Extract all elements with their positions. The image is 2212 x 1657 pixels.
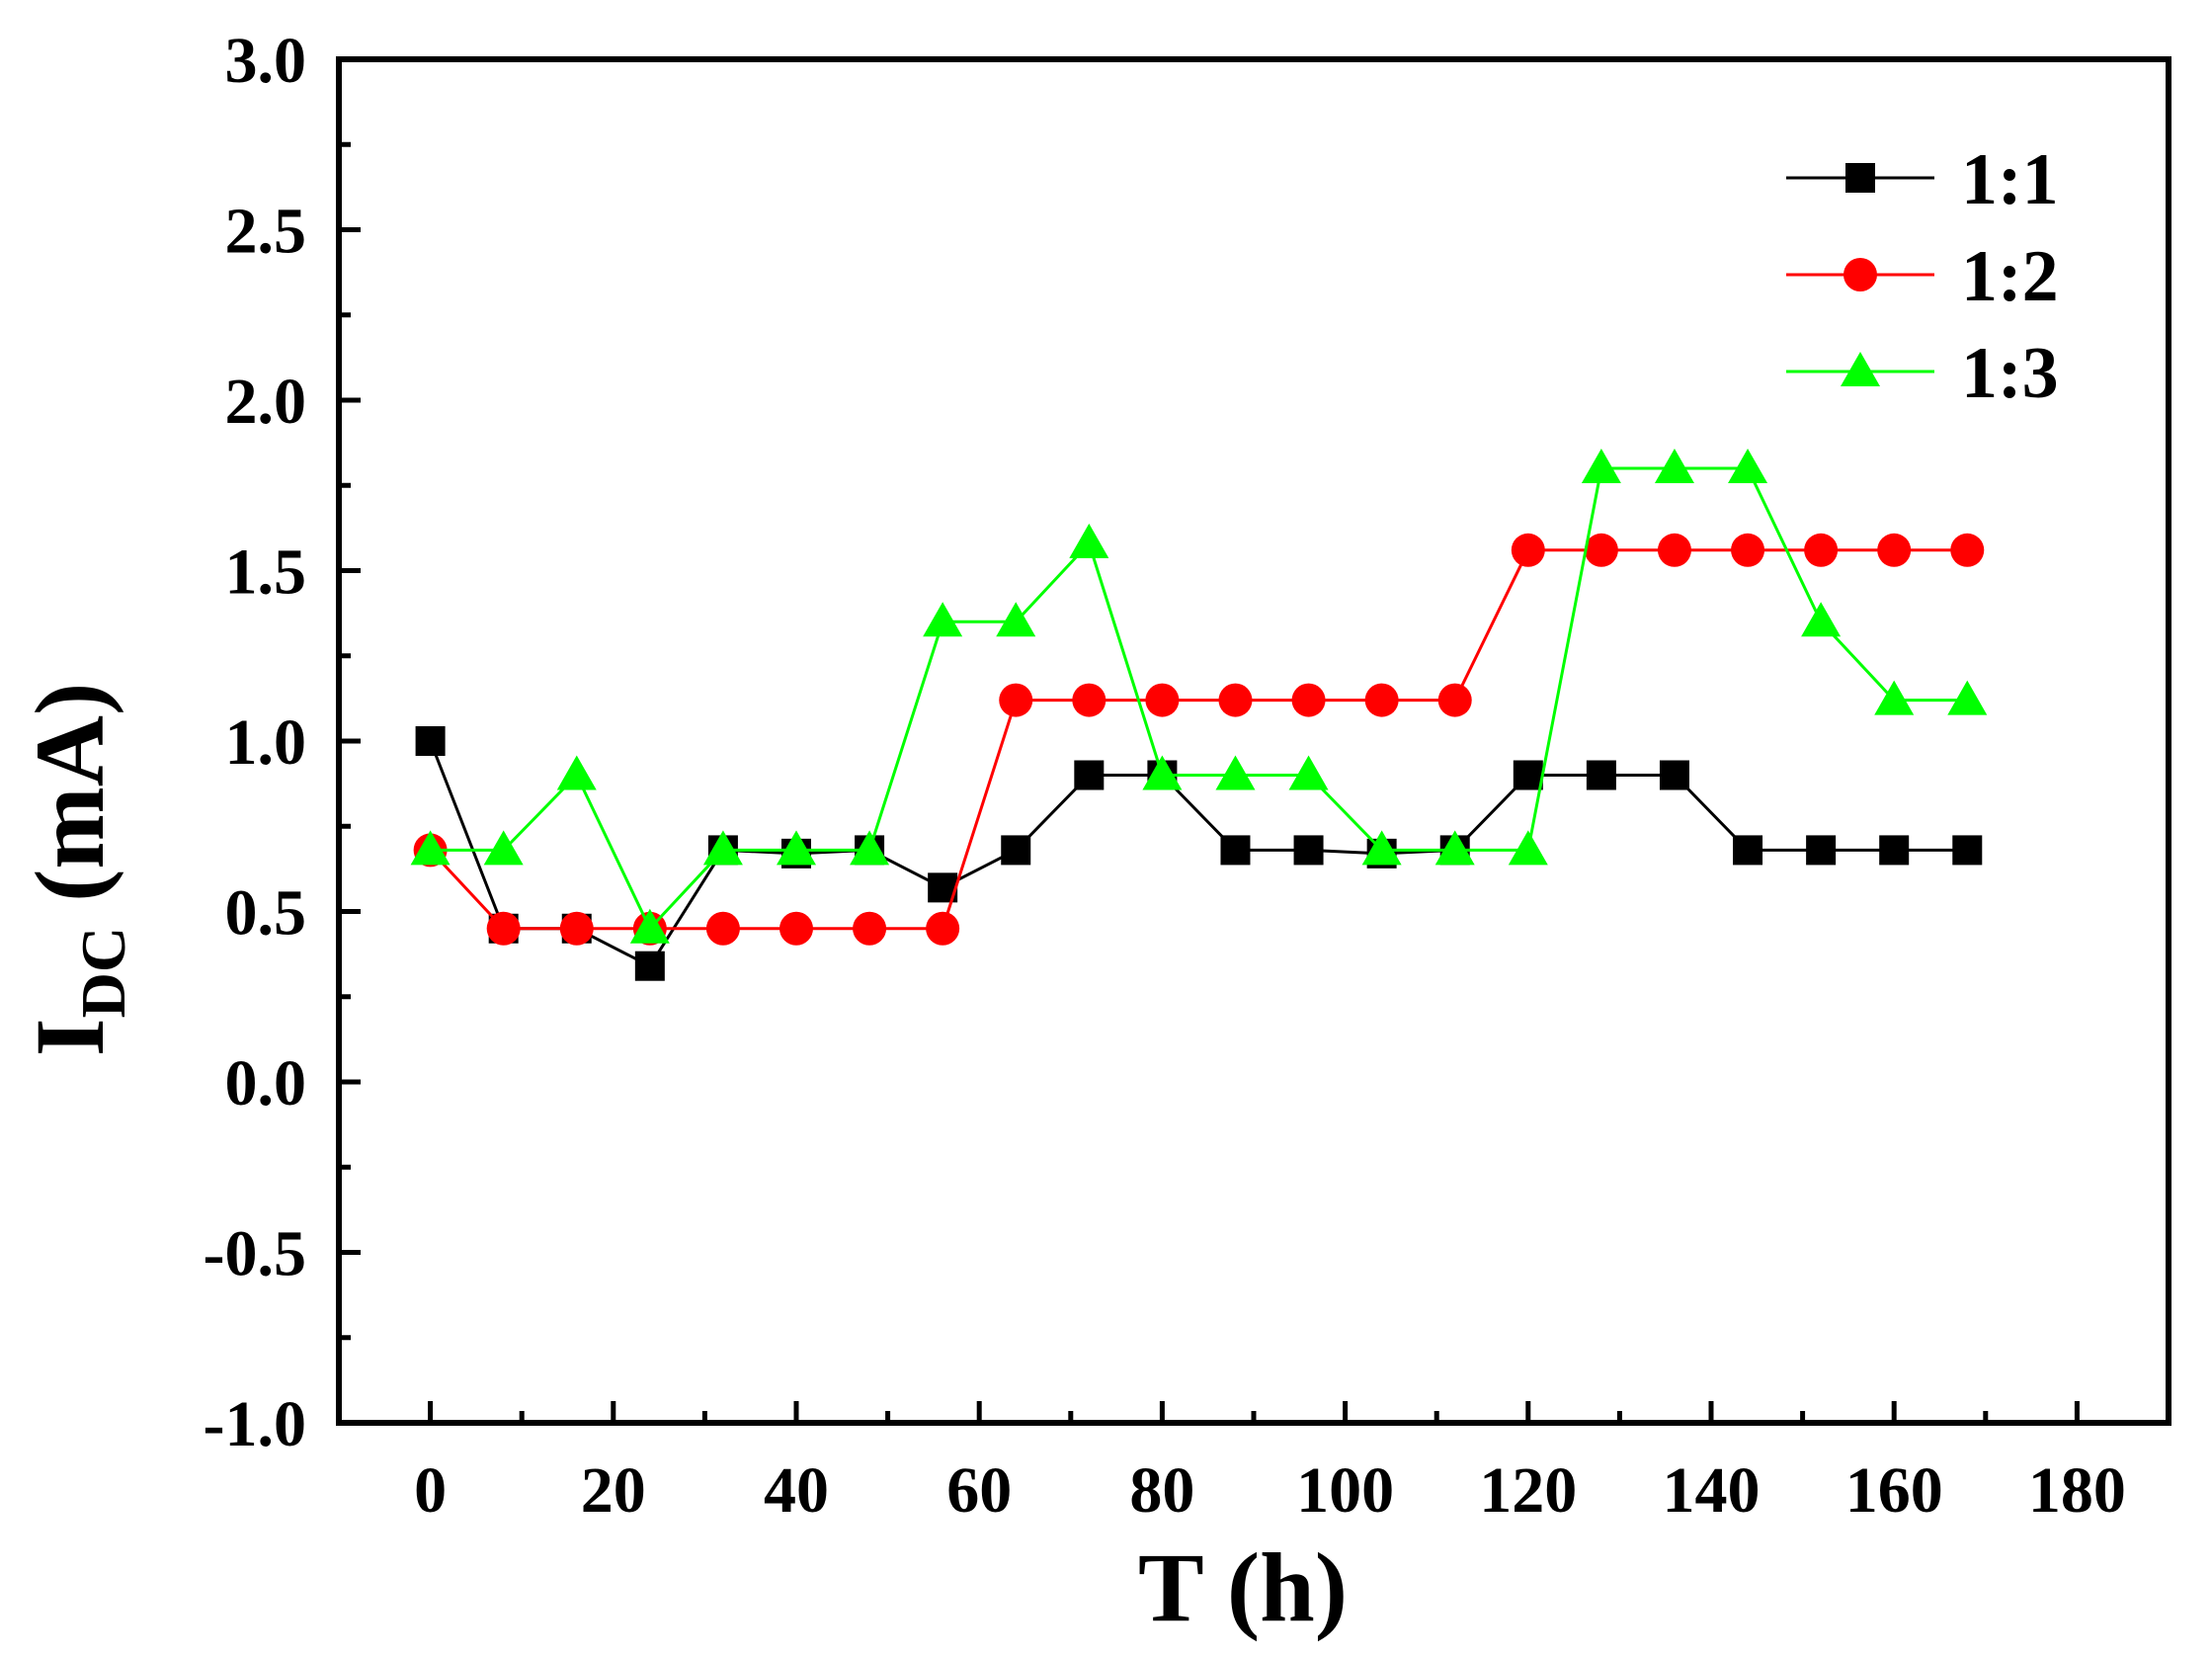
legend-label: 1:1 <box>1961 139 2059 220</box>
data-point <box>1657 533 1691 567</box>
y-axis-title: IDC (mA) <box>15 683 138 1056</box>
legend-item: 1:1 <box>1786 139 2059 220</box>
data-point <box>1508 830 1548 866</box>
data-point <box>926 911 960 946</box>
x-tick-label: 160 <box>1845 1454 1943 1527</box>
data-point <box>486 911 521 946</box>
legend-label: 1:2 <box>1961 236 2059 317</box>
x-axis-title: T (h) <box>1138 1533 1348 1642</box>
data-point <box>1434 830 1475 866</box>
series-line <box>429 548 1968 931</box>
y-tick-label: 0.5 <box>225 877 307 950</box>
data-point <box>1288 755 1329 790</box>
data-point <box>483 830 524 866</box>
data-point <box>1584 533 1618 567</box>
data-point <box>1364 683 1399 717</box>
legend-item: 1:3 <box>1786 333 2059 414</box>
y-tick-label: 3.0 <box>225 25 307 97</box>
data-point <box>1361 830 1402 866</box>
data-point <box>999 683 1033 717</box>
data-point <box>1513 760 1543 790</box>
data-point <box>996 602 1036 637</box>
x-tick-label: 80 <box>1129 1454 1194 1527</box>
data-point <box>1586 760 1616 790</box>
legend-label: 1:3 <box>1961 333 2059 414</box>
data-point <box>1801 602 1842 637</box>
x-tick-label: 100 <box>1296 1454 1394 1527</box>
data-point <box>1950 533 1985 567</box>
plot-frame <box>336 56 2171 1426</box>
y-tick-label: 2.0 <box>225 366 307 438</box>
data-point <box>1874 680 1915 715</box>
legend: 1:1 1:2 1:3 <box>1786 139 2059 414</box>
data-point <box>1879 835 1910 866</box>
data-point <box>1877 533 1912 567</box>
y-axis-title-unit: (mA) <box>15 683 124 927</box>
data-point <box>1293 835 1324 866</box>
y-tick-label: 0.0 <box>225 1047 307 1119</box>
data-point <box>1072 683 1106 717</box>
axes-layer: 0 20 40 60 80 100 120 140 160 180 -1.0 -0.5 0.0 0.5 1.… <box>204 25 2171 1527</box>
legend-marker <box>1843 258 1877 291</box>
data-point <box>923 602 963 637</box>
data-point <box>777 830 816 866</box>
y-axis-title-subscript: DC <box>68 927 138 1018</box>
data-point <box>1220 835 1251 866</box>
data-point <box>559 911 594 946</box>
series-3 <box>410 449 1988 944</box>
series-line <box>429 740 1968 968</box>
data-point <box>1947 680 1988 715</box>
y-tick-label: -0.5 <box>204 1218 306 1290</box>
data-point <box>1145 683 1180 717</box>
data-point <box>850 830 890 866</box>
data-point <box>415 726 446 756</box>
x-tick-label: 0 <box>414 1454 447 1527</box>
x-tick-label: 120 <box>1479 1454 1577 1527</box>
x-tick-label: 20 <box>581 1454 646 1527</box>
x-tick-label: 40 <box>764 1454 829 1527</box>
y-tick-label: -1.0 <box>204 1388 306 1460</box>
data-point <box>853 911 887 946</box>
data-point <box>1731 533 1765 567</box>
data-point <box>410 830 451 866</box>
data-point <box>1733 835 1763 866</box>
data-point <box>1659 760 1689 790</box>
data-point <box>634 951 665 981</box>
y-tick-label: 1.0 <box>225 706 307 779</box>
data-point <box>1069 523 1109 558</box>
x-tick-label: 180 <box>2028 1454 2126 1527</box>
legend-item: 1:2 <box>1786 236 2059 317</box>
y-tick-label: 2.5 <box>225 196 307 268</box>
legend-marker <box>1841 352 1880 386</box>
data-point <box>1728 449 1768 483</box>
legend-marker <box>1845 163 1875 193</box>
y-tick-label: 1.5 <box>225 537 307 609</box>
series-2 <box>413 533 1985 946</box>
data-point <box>1654 449 1694 483</box>
data-point <box>629 908 670 944</box>
series-line <box>430 466 1968 932</box>
data-point <box>779 911 813 946</box>
data-point <box>1001 835 1031 866</box>
data-point <box>556 755 597 790</box>
data-point <box>1291 683 1326 717</box>
data-point <box>1804 533 1839 567</box>
data-point <box>1074 760 1105 790</box>
data-point <box>1806 835 1837 866</box>
data-point <box>1142 755 1183 790</box>
y-axis-title-main: I <box>15 1018 124 1056</box>
series-layer <box>410 449 1988 981</box>
data-point <box>702 830 743 866</box>
data-point <box>1215 755 1256 790</box>
data-point <box>1437 683 1472 717</box>
x-tick-label: 60 <box>946 1454 1012 1527</box>
data-point <box>1218 683 1253 717</box>
x-tick-label: 140 <box>1663 1454 1761 1527</box>
data-point <box>1581 449 1621 483</box>
data-point <box>705 911 740 946</box>
data-point <box>1952 835 1983 866</box>
data-point <box>1511 533 1545 567</box>
